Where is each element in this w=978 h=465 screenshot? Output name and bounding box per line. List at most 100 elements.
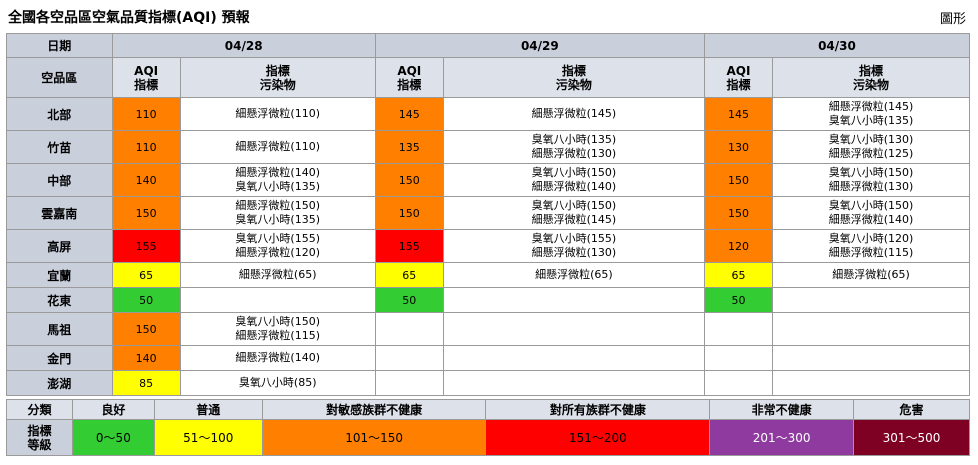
pollutant-cell: 臭氧八小時(150) 細懸浮微粒(140)	[772, 196, 970, 230]
aqi-subheader: AQI 指標	[703, 57, 774, 98]
pollutant-item: 臭氧八小時(150)	[531, 166, 617, 179]
legend-range: 101～150	[261, 419, 487, 456]
pollutant-cell	[442, 370, 705, 396]
date-header: 日期	[6, 33, 113, 58]
aqi-value-cell: 50	[703, 287, 774, 313]
pollutant-cell: 細懸浮微粒(110)	[179, 130, 376, 164]
date-col-3: 04/30	[703, 33, 971, 58]
aqi-subheader-line2: 指標	[134, 77, 159, 92]
pollutant-subheader: 指標 污染物	[179, 57, 376, 98]
aqi-value-cell	[703, 370, 774, 396]
aqi-value-cell: 155	[374, 229, 444, 263]
pollutant-cell: 細懸浮微粒(140) 臭氧八小時(135)	[179, 163, 376, 197]
pollutant-cell	[179, 287, 376, 313]
pollutant-cell: 臭氧八小時(150) 細懸浮微粒(115)	[179, 312, 376, 346]
chart-view-link[interactable]: 圖形	[939, 12, 966, 27]
aqi-value-cell: 150	[374, 196, 444, 230]
pollutant-item: 臭氧八小時(135)	[828, 114, 914, 127]
aqi-value-cell: 150	[111, 312, 181, 346]
aqi-value-cell	[374, 370, 444, 396]
aqi-value-cell	[374, 345, 444, 371]
pollutant-cell: 細懸浮微粒(145) 臭氧八小時(135)	[772, 97, 970, 131]
aqi-value-cell: 140	[111, 345, 181, 371]
pollutant-cell: 細懸浮微粒(65)	[772, 262, 970, 288]
pollutant-item: 細懸浮微粒(140)	[235, 351, 320, 364]
pollutant-cell: 臭氧八小時(155) 細懸浮微粒(120)	[179, 229, 376, 263]
pollutant-cell	[772, 345, 970, 371]
date-col-2: 04/29	[374, 33, 705, 58]
pollutant-cell: 臭氧八小時(135) 細懸浮微粒(130)	[442, 130, 705, 164]
region-name: 馬祖	[6, 312, 113, 346]
region-name: 竹苗	[6, 130, 113, 164]
aqi-forecast-table: 日期 04/28 04/29 04/30 空品區 AQI 指標 指標 污染物 AQI 指標…	[6, 33, 971, 396]
aqi-value-cell: 65	[374, 262, 444, 288]
pollutant-item: 細懸浮微粒(110)	[235, 107, 320, 120]
aqi-subheader-line1: AQI	[134, 63, 159, 78]
sub-header-row: 空品區 AQI 指標 指標 污染物 AQI 指標 指標 污染物 AQI 指標 指標 污染物	[6, 57, 970, 98]
aqi-value-cell: 130	[703, 130, 774, 164]
region-name: 澎湖	[6, 370, 113, 396]
aqi-value-cell: 65	[703, 262, 774, 288]
aqi-value-cell: 110	[111, 130, 181, 164]
pollutant-item: 臭氧八小時(150)	[828, 199, 914, 212]
table-row: 中部 140 細懸浮微粒(140) 臭氧八小時(135) 150 臭氧八小時(150) 細懸…	[6, 163, 970, 197]
legend-index-label-1: 指標	[27, 423, 52, 438]
pollutant-cell: 臭氧八小時(150) 細懸浮微粒(130)	[772, 163, 970, 197]
pollutant-item: 細懸浮微粒(65)	[535, 268, 613, 281]
table-row: 澎湖 85 臭氧八小時(85)	[6, 370, 970, 396]
aqi-value-cell: 145	[374, 97, 444, 131]
pollutant-cell	[442, 312, 705, 346]
pollutant-subheader-line1: 指標	[561, 63, 586, 78]
table-row: 高屏 155 臭氧八小時(155) 細懸浮微粒(120) 155 臭氧八小時(155) 細懸…	[6, 229, 970, 263]
aqi-value-cell: 150	[374, 163, 444, 197]
pollutant-item: 臭氧八小時(150)	[235, 315, 320, 328]
pollutant-item: 臭氧八小時(155)	[531, 232, 617, 245]
aqi-value-cell	[703, 312, 774, 346]
pollutant-cell: 細懸浮微粒(145)	[442, 97, 705, 131]
pollutant-item: 臭氧八小時(135)	[531, 133, 617, 146]
table-row: 北部 110 細懸浮微粒(110) 145 細懸浮微粒(145) 145 細懸浮微粒(145…	[6, 97, 970, 131]
pollutant-item: 細懸浮微粒(140)	[531, 180, 617, 193]
aqi-value-cell: 50	[374, 287, 444, 313]
aqi-subheader: AQI 指標	[111, 57, 181, 98]
pollutant-item: 細懸浮微粒(140)	[235, 166, 320, 179]
aqi-subheader-line1: AQI	[397, 63, 422, 78]
title-bar: 全國各空品區空氣品質指標(AQI) 預報 圖形	[0, 0, 978, 30]
pollutant-item: 細懸浮微粒(130)	[828, 180, 914, 193]
pollutant-subheader-line2: 污染物	[852, 77, 889, 92]
date-col-1: 04/28	[111, 33, 376, 58]
aqi-subheader: AQI 指標	[374, 57, 444, 98]
pollutant-item: 細懸浮微粒(140)	[828, 213, 914, 226]
pollutant-cell: 臭氧八小時(155) 細懸浮微粒(130)	[442, 229, 705, 263]
aqi-value-cell: 145	[703, 97, 774, 131]
aqi-value-cell: 150	[111, 196, 181, 230]
table-row: 宜蘭 65 細懸浮微粒(65) 65 細懸浮微粒(65) 65 細懸浮微粒(65)	[6, 262, 970, 288]
aqi-value-cell: 135	[374, 130, 444, 164]
pollutant-cell	[442, 287, 705, 313]
pollutant-item: 細懸浮微粒(65)	[832, 268, 910, 281]
pollutant-subheader: 指標 污染物	[442, 57, 705, 98]
aqi-value-cell: 65	[111, 262, 181, 288]
pollutant-item: 細懸浮微粒(115)	[828, 246, 914, 259]
pollutant-item: 細懸浮微粒(150)	[235, 199, 320, 212]
region-name: 雲嘉南	[6, 196, 113, 230]
legend-range: 51～100	[153, 419, 263, 456]
pollutant-cell: 細懸浮微粒(65)	[179, 262, 376, 288]
aqi-subheader-line2: 指標	[726, 77, 751, 92]
legend-category: 普通	[153, 399, 263, 420]
pollutant-cell: 臭氧八小時(150) 細懸浮微粒(145)	[442, 196, 705, 230]
page-title: 全國各空品區空氣品質指標(AQI) 預報	[8, 10, 250, 26]
legend-category-row: 分類 良好 普通 對敏感族群不健康 對所有族群不健康 非常不健康 危害	[6, 399, 970, 420]
legend-range: 201～300	[709, 419, 855, 456]
aqi-value-cell: 155	[111, 229, 181, 263]
legend-category: 對敏感族群不健康	[261, 399, 487, 420]
table-row: 竹苗 110 細懸浮微粒(110) 135 臭氧八小時(135) 細懸浮微粒(130) 13…	[6, 130, 970, 164]
legend-range-row: 指標 等級 0～50 51～100 101～150 151～200 201～300 301…	[6, 419, 970, 456]
aqi-value-cell	[374, 312, 444, 346]
aqi-value-cell: 110	[111, 97, 181, 131]
aqi-value-cell: 50	[111, 287, 181, 313]
pollutant-item: 臭氧八小時(150)	[531, 199, 617, 212]
pollutant-subheader: 指標 污染物	[772, 57, 970, 98]
pollutant-item: 臭氧八小時(120)	[828, 232, 914, 245]
pollutant-cell: 細懸浮微粒(150) 臭氧八小時(135)	[179, 196, 376, 230]
